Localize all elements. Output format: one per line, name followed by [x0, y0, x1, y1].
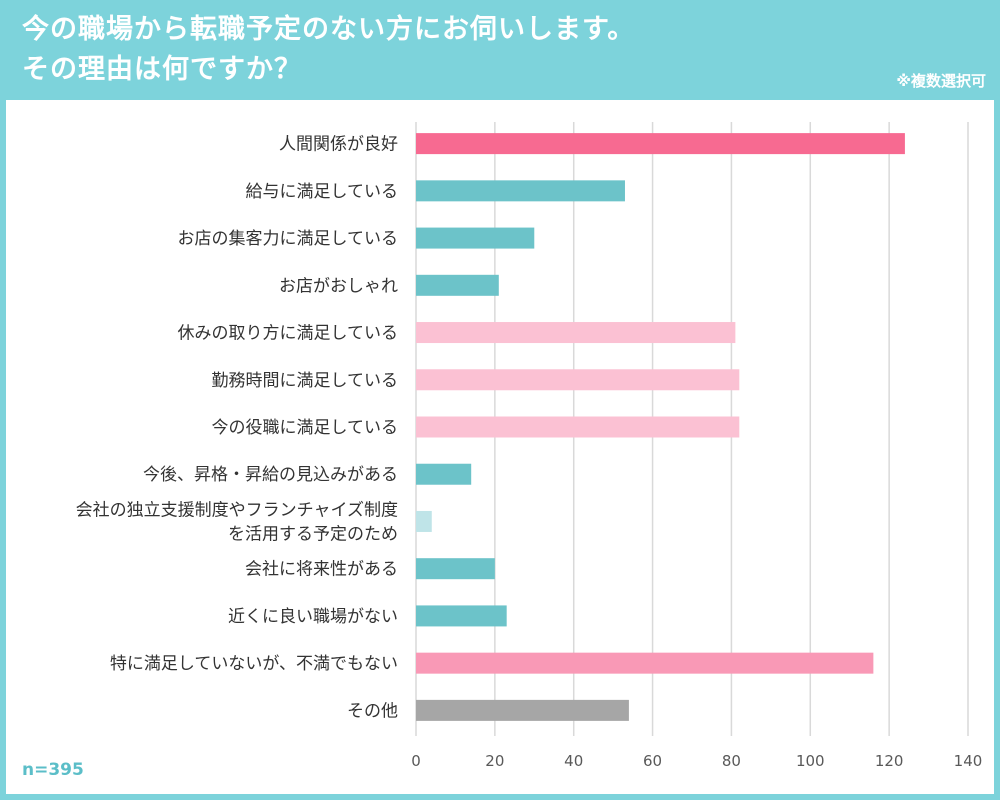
- category-label: 今の役職に満足している: [212, 418, 399, 438]
- x-tick-label: 120: [875, 752, 904, 770]
- chart-panel: [6, 100, 994, 794]
- bar: [416, 699, 629, 721]
- bar: [416, 605, 507, 627]
- category-label: 近くに良い職場がない: [228, 607, 398, 627]
- bar: [416, 180, 625, 202]
- title-line-2: その理由は何ですか？: [22, 54, 302, 85]
- x-tick-label: 20: [485, 752, 504, 770]
- category-label: お店がおしゃれ: [279, 276, 398, 296]
- x-tick-label: 60: [643, 752, 662, 770]
- bar: [416, 274, 499, 296]
- category-label: 会社に将来性がある: [245, 560, 398, 580]
- sample-size: n=395: [22, 760, 84, 780]
- category-label: お店の集客力に満足している: [178, 229, 399, 249]
- x-tick-label: 80: [722, 752, 741, 770]
- chart-title: 今の職場から転職予定のない方にお伺いします。 その理由は何ですか？: [22, 10, 635, 90]
- bar: [416, 416, 740, 438]
- x-tick-label: 140: [954, 752, 983, 770]
- bar: [416, 227, 535, 249]
- bar: [416, 369, 740, 391]
- bar: [416, 558, 495, 580]
- category-label: 特に満足していないが、不満でもない: [110, 654, 398, 674]
- bar: [416, 133, 905, 155]
- category-label: を活用する予定のため: [228, 524, 398, 544]
- header: 今の職場から転職予定のない方にお伺いします。 その理由は何ですか？ ※複数選択可: [0, 0, 1000, 100]
- category-label: 会社の独立支援制度やフランチャイズ制度: [76, 500, 398, 520]
- category-label: 休みの取り方に満足している: [178, 324, 399, 344]
- category-label: 給与に満足している: [246, 182, 399, 202]
- title-line-1: 今の職場から転職予定のない方にお伺いします。: [22, 14, 636, 45]
- bar: [416, 510, 432, 532]
- category-label: 人間関係が良好: [279, 135, 398, 155]
- bar: [416, 322, 736, 344]
- bar: [416, 652, 874, 674]
- bar: [416, 463, 472, 485]
- category-label: 勤務時間に満足している: [212, 371, 399, 391]
- category-label: その他: [347, 701, 398, 721]
- multiple-choice-note: ※複数選択可: [896, 72, 986, 90]
- x-tick-label: 40: [564, 752, 583, 770]
- category-label: 今後、昇格・昇給の見込みがある: [143, 465, 398, 485]
- x-tick-label: 100: [796, 752, 825, 770]
- x-tick-label: 0: [411, 752, 421, 770]
